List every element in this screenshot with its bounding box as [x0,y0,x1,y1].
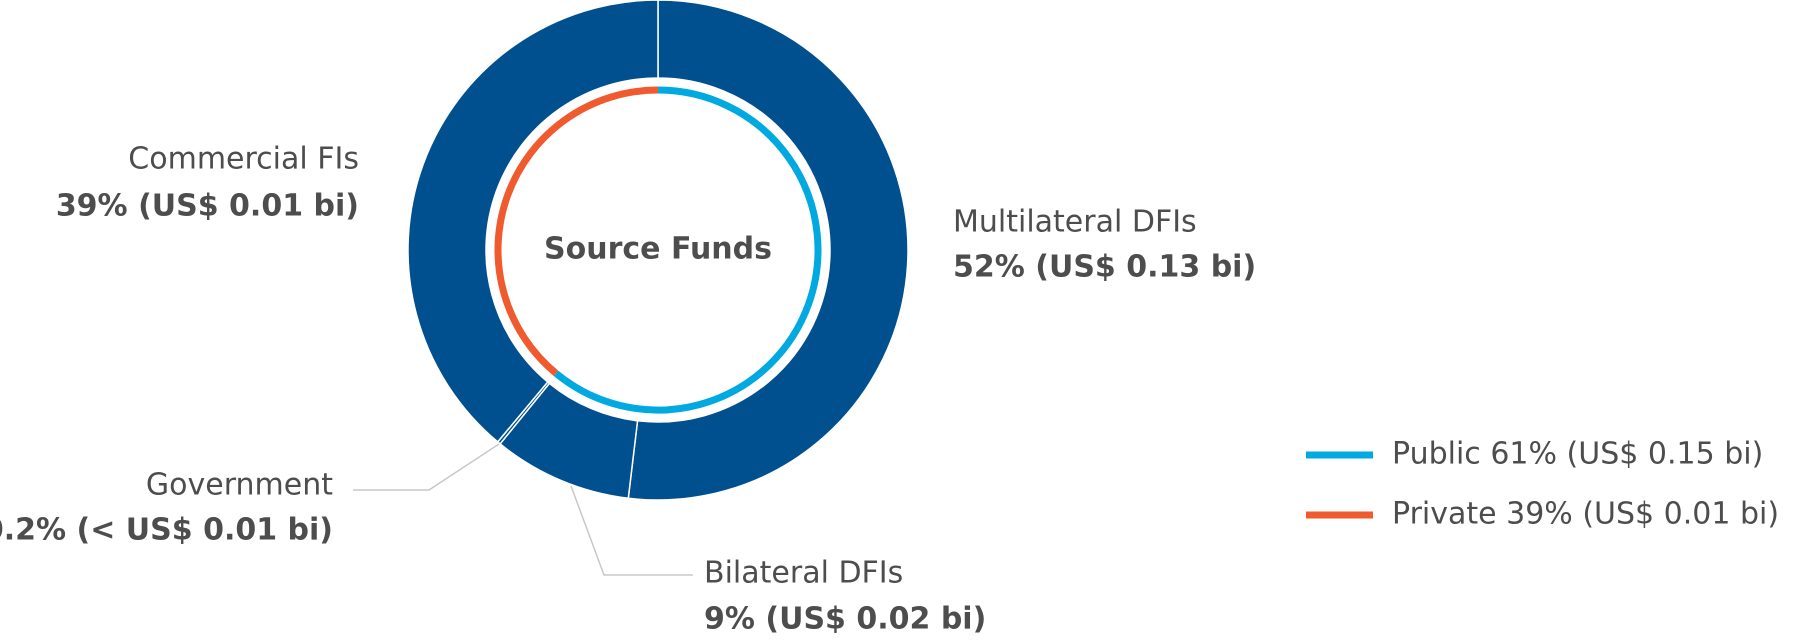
ring-segment [553,86,822,414]
leader-line [570,485,693,576]
segment-label: Bilateral DFIs [704,556,903,591]
segment-label: Multilateral DFIs [953,205,1197,240]
segment-value: 0.2% (< US$ 0.01 bi) [0,513,333,548]
segment-value: 52% (US$ 0.13 bi) [953,250,1256,285]
segment-label: Commercial FIs [128,142,359,177]
ring-segment [494,86,659,376]
chart-title: Source Funds [544,232,772,267]
legend-label: Public 61% (US$ 0.15 bi) [1392,437,1763,472]
segment-label: Government [146,468,333,503]
segment-value: 39% (US$ 0.01 bi) [56,189,359,224]
donut-segment [627,0,909,501]
legend-label: Private 39% (US$ 0.01 bi) [1392,497,1779,532]
donut-segment [407,0,659,443]
leader-line [353,441,503,491]
segment-value: 9% (US$ 0.02 bi) [704,602,986,637]
